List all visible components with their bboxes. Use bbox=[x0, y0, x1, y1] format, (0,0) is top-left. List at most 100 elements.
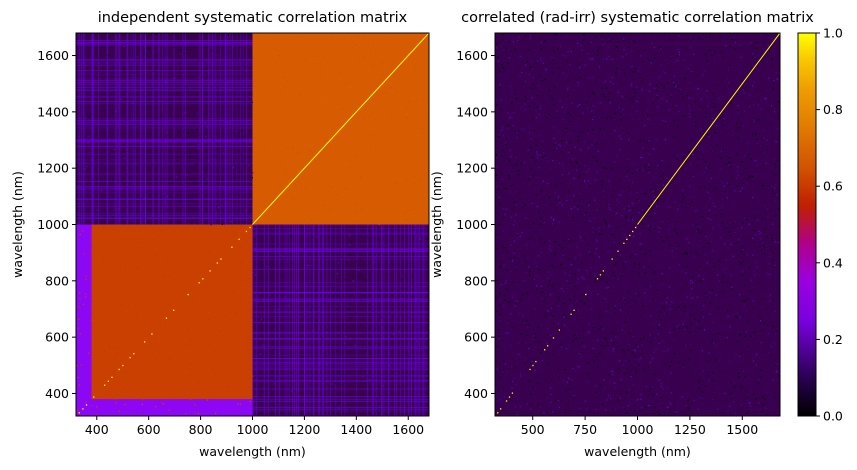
left-noise-cell bbox=[350, 86, 352, 88]
right-noise-cell bbox=[768, 41, 770, 43]
right-noise-cell bbox=[514, 305, 517, 307]
right-noise-cell bbox=[697, 231, 700, 233]
right-noise-cell bbox=[748, 186, 750, 188]
right-noise-cell bbox=[608, 224, 610, 227]
right-noise-cell bbox=[616, 199, 618, 201]
right-noise-cell bbox=[530, 285, 532, 287]
right-diagonal-dot bbox=[497, 412, 499, 414]
right-noise-cell bbox=[675, 185, 677, 187]
right-noise-cell bbox=[608, 235, 610, 237]
right-noise-cell bbox=[708, 352, 710, 354]
right-noise-cell bbox=[614, 327, 616, 329]
right-noise-cell bbox=[585, 212, 587, 214]
right-noise-cell bbox=[672, 339, 674, 341]
left-noise-cell bbox=[250, 269, 252, 271]
right-noise-cell bbox=[656, 393, 658, 395]
right-noise-cell bbox=[572, 240, 574, 242]
right-noise-cell bbox=[571, 102, 573, 104]
right-noise-cell bbox=[530, 344, 532, 346]
right-noise-cell bbox=[650, 62, 652, 64]
left-noise-cell bbox=[210, 49, 212, 52]
left-noise-cell bbox=[394, 111, 396, 114]
left-streak bbox=[76, 189, 253, 191]
left-noise-cell bbox=[261, 157, 263, 160]
right-noise-cell bbox=[564, 272, 566, 274]
left-noise-cell bbox=[241, 367, 244, 369]
right-noise-cell bbox=[500, 109, 502, 111]
left-x-tick-label: 800 bbox=[189, 422, 213, 437]
left-noise-cell bbox=[355, 203, 358, 205]
right-noise-cell bbox=[562, 135, 565, 137]
right-noise-cell bbox=[772, 40, 774, 42]
right-noise-cell bbox=[629, 132, 632, 134]
right-noise-cell bbox=[689, 204, 691, 206]
right-noise-cell bbox=[735, 353, 737, 355]
left-streak bbox=[76, 159, 253, 161]
right-noise-cell bbox=[712, 202, 714, 204]
left-noise-cell bbox=[198, 287, 200, 289]
left-noise-cell bbox=[362, 147, 364, 149]
right-noise-cell bbox=[567, 232, 569, 235]
right-noise-cell bbox=[769, 46, 772, 48]
right-noise-cell bbox=[555, 387, 557, 389]
left-noise-cell bbox=[139, 315, 141, 317]
right-noise-cell bbox=[596, 110, 598, 112]
right-noise-cell bbox=[621, 349, 624, 351]
left-noise-cell bbox=[340, 73, 342, 75]
right-noise-cell bbox=[526, 272, 528, 274]
right-noise-cell bbox=[653, 196, 655, 198]
right-noise-cell bbox=[498, 134, 500, 136]
left-streak bbox=[131, 33, 133, 225]
right-noise-cell bbox=[682, 198, 684, 200]
left-noise-cell bbox=[425, 115, 427, 118]
left-streak bbox=[76, 163, 253, 165]
right-noise-cell bbox=[711, 109, 713, 111]
right-noise-cell bbox=[737, 228, 739, 230]
right-noise-cell bbox=[631, 367, 633, 370]
left-noise-cell bbox=[362, 56, 364, 58]
right-noise-cell bbox=[553, 119, 556, 121]
left-title: independent systematic correlation matri… bbox=[98, 10, 408, 26]
left-noise-cell bbox=[149, 245, 151, 248]
right-noise-cell bbox=[670, 361, 672, 363]
left-noise-cell bbox=[122, 69, 125, 71]
left-x-tick-label: 400 bbox=[85, 422, 109, 437]
right-noise-cell bbox=[537, 167, 539, 170]
right-noise-cell bbox=[716, 144, 718, 146]
right-noise-cell bbox=[632, 235, 635, 237]
right-noise-cell bbox=[556, 110, 558, 113]
right-noise-cell bbox=[509, 232, 511, 235]
right-noise-cell bbox=[604, 354, 606, 356]
right-noise-cell bbox=[683, 38, 686, 40]
right-noise-cell bbox=[633, 347, 635, 349]
left-noise-cell bbox=[173, 278, 175, 280]
left-noise-cell bbox=[352, 41, 354, 43]
right-noise-cell bbox=[499, 266, 501, 268]
right-noise-cell bbox=[545, 230, 547, 232]
right-noise-cell bbox=[640, 248, 642, 250]
left-noise-cell bbox=[408, 212, 410, 214]
left-noise-cell bbox=[237, 284, 239, 286]
left-noise-cell bbox=[180, 299, 182, 302]
right-noise-cell bbox=[654, 271, 656, 273]
left-streak bbox=[252, 286, 429, 288]
right-noise-cell bbox=[613, 342, 615, 344]
right-noise-cell bbox=[500, 141, 502, 143]
left-noise-cell bbox=[283, 411, 286, 413]
left-noise-cell bbox=[118, 54, 120, 56]
left-noise-cell bbox=[218, 263, 220, 265]
left-noise-cell bbox=[162, 275, 165, 277]
left-noise-cell bbox=[410, 185, 412, 187]
right-noise-cell bbox=[552, 59, 554, 61]
left-streak bbox=[421, 224, 423, 416]
right-noise-cell bbox=[545, 69, 548, 71]
right-noise-cell bbox=[653, 148, 656, 151]
right-noise-cell bbox=[771, 240, 773, 242]
right-noise-cell bbox=[729, 166, 732, 168]
right-noise-cell bbox=[516, 164, 518, 166]
left-noise-cell bbox=[280, 274, 282, 276]
left-noise-cell bbox=[262, 344, 264, 346]
right-noise-cell bbox=[607, 255, 609, 257]
right-noise-cell bbox=[712, 331, 715, 333]
